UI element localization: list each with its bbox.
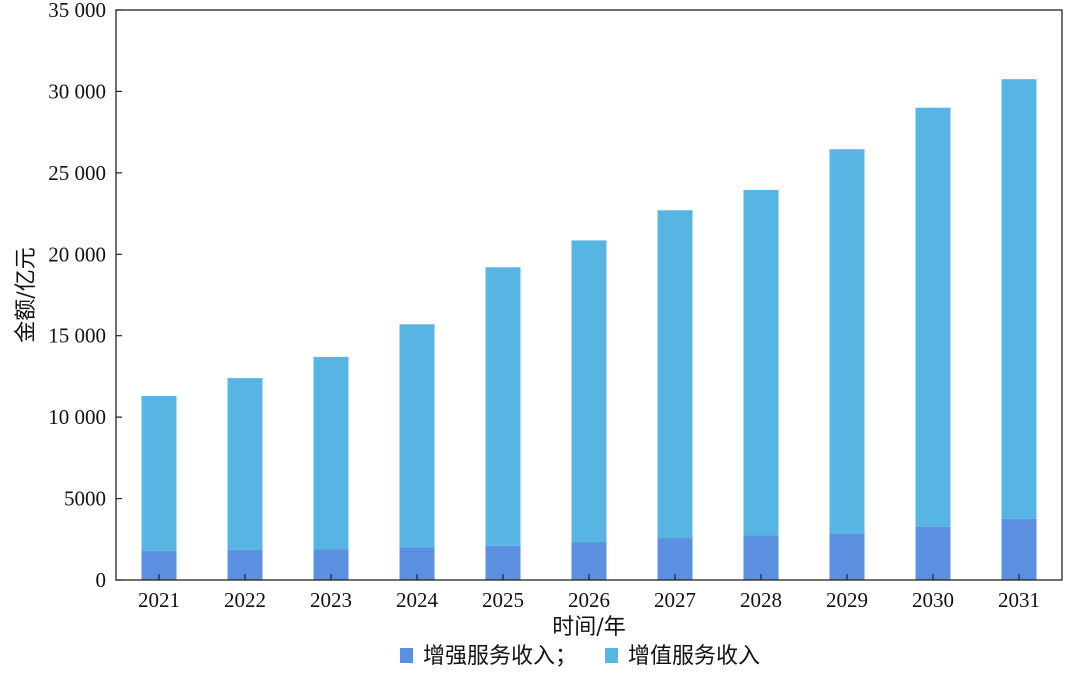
axes-group: 0 5000 10 000 15 000 20 000 25 000 30 000 35 00… xyxy=(48,0,1063,612)
x-tick-label: 2029 xyxy=(826,588,868,612)
y-tick-label: 15 000 xyxy=(48,324,106,348)
x-tick-label: 2026 xyxy=(568,588,610,612)
bar-enhanced-2028 xyxy=(743,535,779,580)
y-axis-title: 金额/亿元 xyxy=(14,247,39,342)
bar-value-added-2022 xyxy=(227,378,263,550)
bar-value-added-2025 xyxy=(485,267,521,546)
legend-label-value-added: 增值服务收入 xyxy=(628,644,760,669)
legend-label-enhanced: 增强服务收入； xyxy=(423,644,577,669)
bar-enhanced-2031 xyxy=(1001,518,1037,580)
bar-value-added-2031 xyxy=(1001,79,1037,519)
y-tick-label: 10 000 xyxy=(48,405,106,429)
x-axis-title: 时间/年 xyxy=(552,615,625,640)
x-tick-label: 2025 xyxy=(482,588,524,612)
bar-enhanced-2026 xyxy=(571,542,607,580)
bar-value-added-2024 xyxy=(399,324,435,548)
x-tick-label: 2028 xyxy=(740,588,782,612)
y-tick-label: 5000 xyxy=(64,487,106,511)
bar-value-added-2021 xyxy=(141,396,177,551)
bar-value-added-2029 xyxy=(829,149,865,534)
x-tick-label: 2024 xyxy=(396,588,439,612)
bar-value-added-2030 xyxy=(915,107,951,527)
y-tick-label: 0 xyxy=(96,568,107,592)
legend-swatch-value-added xyxy=(605,648,618,663)
y-tick-label: 35 000 xyxy=(48,0,106,22)
y-tick-label: 20 000 xyxy=(48,242,106,266)
x-tick-label: 2031 xyxy=(998,588,1040,612)
legend: 增强服务收入； 增值服务收入 xyxy=(400,644,760,669)
bars-group xyxy=(141,79,1037,580)
bar-enhanced-2027 xyxy=(657,538,693,580)
legend-swatch-enhanced xyxy=(400,648,413,663)
bar-value-added-2023 xyxy=(313,356,349,550)
y-tick-label: 25 000 xyxy=(48,161,106,185)
bar-value-added-2028 xyxy=(743,190,779,536)
x-tick-label: 2027 xyxy=(654,588,696,612)
x-tick-label: 2021 xyxy=(138,588,180,612)
x-tick-label: 2023 xyxy=(310,588,352,612)
bar-value-added-2027 xyxy=(657,210,693,539)
y-tick-label: 30 000 xyxy=(48,79,106,103)
bar-enhanced-2029 xyxy=(829,533,865,580)
bar-enhanced-2030 xyxy=(915,526,951,580)
x-tick-label: 2030 xyxy=(912,588,954,612)
x-tick-label: 2022 xyxy=(224,588,266,612)
bar-value-added-2026 xyxy=(571,240,607,543)
